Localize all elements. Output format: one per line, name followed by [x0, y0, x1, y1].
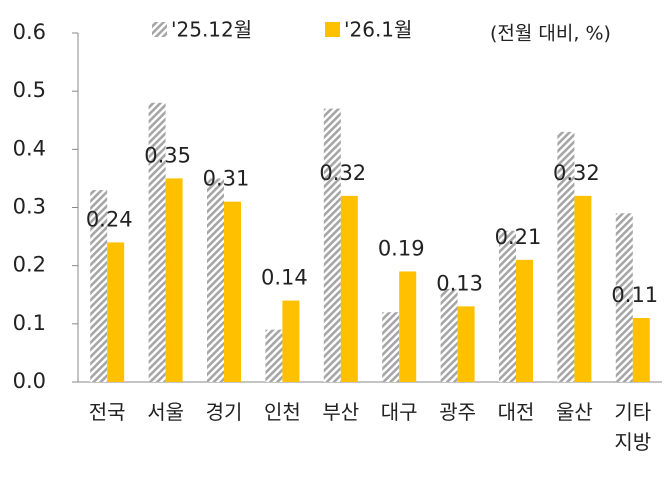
- bar: [440, 288, 458, 382]
- bar: [323, 108, 341, 382]
- bar: [207, 178, 224, 382]
- bar: [165, 178, 183, 382]
- x-tick-label: 인천: [263, 400, 301, 424]
- bar: [340, 195, 358, 382]
- bar: [632, 318, 650, 382]
- bar: [615, 213, 633, 382]
- legend-label: '26.1월: [344, 18, 412, 42]
- x-tick-label: 부산: [322, 400, 360, 424]
- bar: [457, 306, 475, 382]
- data-label: 0.35: [144, 143, 191, 167]
- bar: [90, 190, 108, 382]
- bar: [282, 300, 300, 382]
- data-label: 0.13: [436, 271, 483, 295]
- data-label: 0.32: [553, 161, 600, 185]
- x-tick-label: 울산: [555, 400, 593, 424]
- y-tick-label: 0.4: [13, 136, 46, 160]
- x-tick-label: 전국: [88, 400, 126, 424]
- data-label: 0.14: [261, 266, 308, 290]
- data-label: 0.21: [495, 225, 542, 249]
- unit-label: (전월 대비, %): [490, 23, 611, 45]
- data-label: 0.11: [611, 283, 658, 307]
- x-tick-label: 대전: [497, 400, 535, 424]
- data-label: 0.19: [378, 236, 425, 260]
- y-tick-label: 0.1: [13, 311, 46, 335]
- legend-swatch: [152, 22, 167, 37]
- x-tick-label: 기타 지방: [614, 400, 652, 454]
- bar: [148, 102, 166, 383]
- y-tick-label: 0.6: [13, 20, 46, 44]
- bar: [399, 271, 417, 382]
- x-tick-label: 광주: [439, 400, 476, 424]
- bar: [382, 312, 400, 382]
- y-tick-label: 0.0: [13, 369, 46, 393]
- bar: [516, 259, 533, 382]
- data-label: 0.24: [86, 207, 133, 231]
- y-tick-label: 0.5: [13, 78, 46, 102]
- x-tick-label: 경기: [205, 400, 243, 424]
- bar: [499, 230, 516, 382]
- bar: [265, 329, 283, 382]
- y-tick-label: 0.2: [13, 253, 46, 277]
- legend-swatch: [325, 22, 340, 37]
- bar: [557, 131, 575, 382]
- y-tick-label: 0.3: [13, 195, 46, 219]
- bar: [574, 195, 592, 382]
- data-label: 0.31: [203, 167, 250, 191]
- bar: [107, 242, 125, 382]
- x-tick-label: 서울: [147, 400, 184, 424]
- x-tick-label: 대구: [380, 400, 418, 424]
- bar: [224, 201, 241, 382]
- data-label: 0.32: [319, 161, 366, 185]
- legend-label: '25.12월: [171, 18, 252, 42]
